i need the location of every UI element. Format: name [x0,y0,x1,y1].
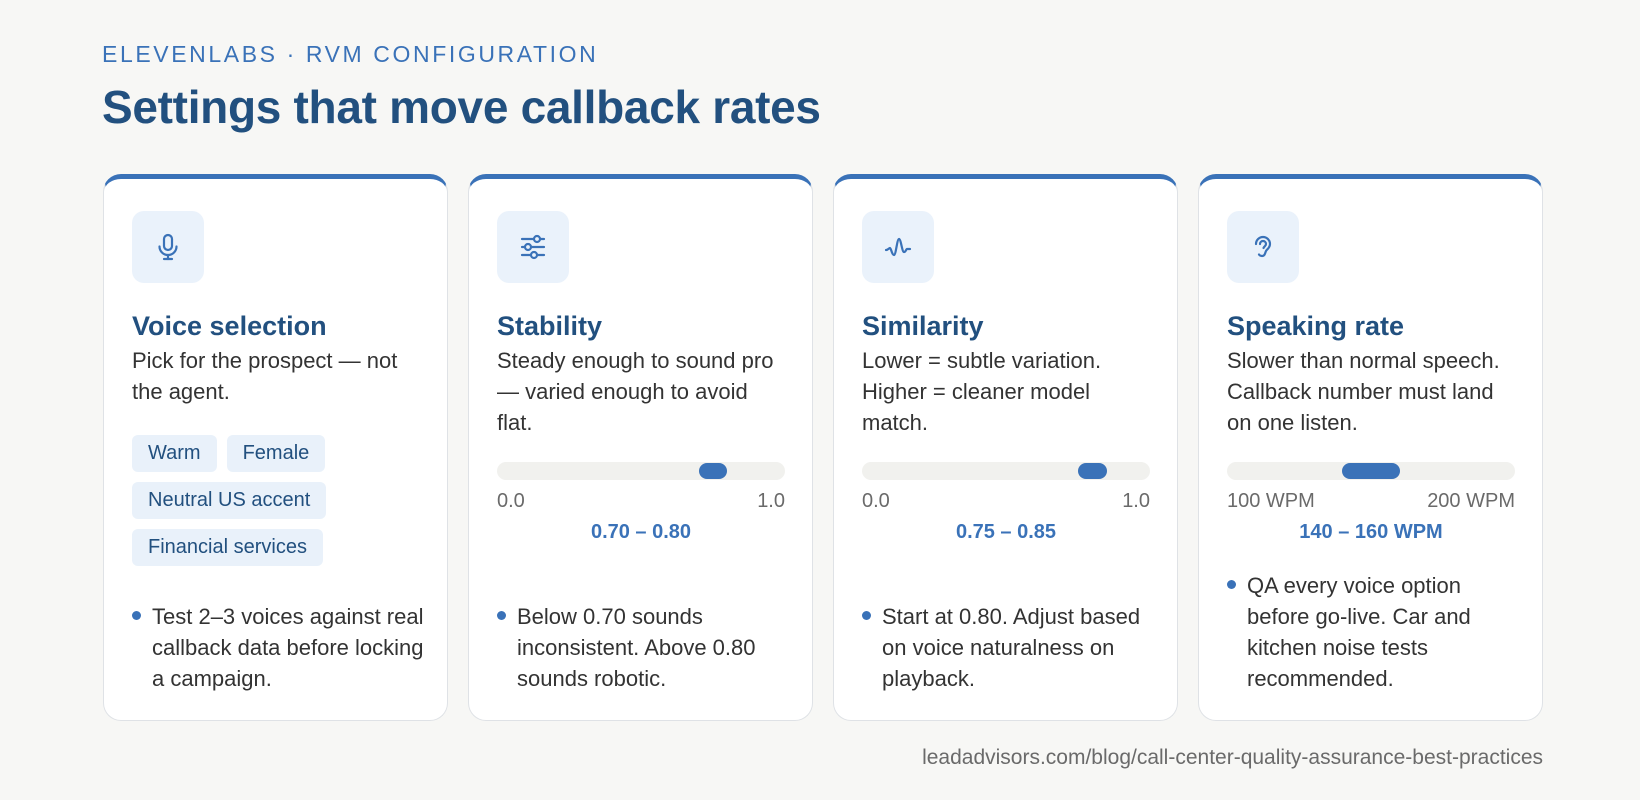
card-stability: Stability Steady enough to sound pro — v… [468,174,813,721]
recommended-range: 0.70 – 0.80 [590,521,692,543]
card-description: Pick for the prospect — not the agent. [132,348,398,404]
recommended-range: 140 – 160 WPM [1299,521,1443,543]
card-title: Similarity [862,311,984,341]
card-note-text: Start at 0.80. Adjust based on voice nat… [882,604,1141,691]
slider-track [862,462,1150,480]
source-url: leadadvisors.com/blog/call-center-qualit… [922,746,1543,769]
card-description: Steady enough to sound pro — varied enou… [497,348,774,435]
voice-tags: Warm Female Neutral US accent Financial … [132,435,432,566]
eyebrow-label: ELEVENLABS · RVM CONFIGURATION [102,41,599,67]
card-note: Start at 0.80. Adjust based on voice nat… [862,601,1155,694]
card-note-text: QA every voice option before go-live. Ca… [1247,573,1471,691]
stability-slider: 0.0 1.0 0.70 – 0.80 [497,462,785,544]
scale-max-label: 1.0 [757,490,785,512]
waveform-icon [862,211,934,283]
microphone-icon [132,211,204,283]
card-title: Stability [497,311,603,341]
tag-warm: Warm [132,435,217,472]
slider-track [497,462,785,480]
page-title: Settings that move callback rates [102,81,821,133]
tag-financial-services: Financial services [132,529,323,566]
card-similarity: Similarity Lower = subtle variation. Hig… [833,174,1178,721]
card-description: Slower than normal speech. Callback numb… [1227,348,1500,435]
card-title: Speaking rate [1227,311,1405,341]
tag-neutral-us-accent: Neutral US accent [132,482,327,519]
card-voice-selection: Voice selection Pick for the prospect — … [103,174,448,721]
slider-range-thumb [1078,463,1107,479]
card-note-text: Below 0.70 sounds inconsistent. Above 0.… [517,604,756,691]
scale-min-label: 0.0 [497,490,525,512]
card-speaking-rate: Speaking rate Slower than normal speech.… [1198,174,1543,721]
card-note: QA every voice option before go-live. Ca… [1227,570,1520,694]
bullet-dot [497,611,506,620]
scale-min-label: 0.0 [862,490,890,512]
slider-range-thumb [698,463,728,479]
similarity-slider: 0.0 1.0 0.75 – 0.85 [862,462,1150,544]
ear-icon [1227,211,1299,283]
scale-max-label: 1.0 [1122,490,1150,512]
recommended-range: 0.75 – 0.85 [955,521,1057,543]
speaking-rate-slider: 100 WPM 200 WPM 140 – 160 WPM [1227,462,1515,544]
card-note-text: Test 2–3 voices against real callback da… [152,604,424,691]
card-note: Below 0.70 sounds inconsistent. Above 0.… [497,601,790,694]
bullet-dot [1227,580,1236,589]
sliders-icon [497,211,569,283]
card-note: Test 2–3 voices against real callback da… [132,601,425,694]
scale-min-label: 100 WPM [1227,490,1315,512]
slider-track [1227,462,1515,480]
card-description: Lower = subtle variation. Higher = clean… [862,348,1102,435]
settings-cards: Voice selection Pick for the prospect — … [103,174,1543,721]
bullet-dot [862,611,871,620]
tag-female: Female [226,435,326,472]
scale-max-label: 200 WPM [1427,490,1515,512]
bullet-dot [132,611,141,620]
card-title: Voice selection [132,311,327,341]
slider-range-thumb [1342,463,1400,479]
